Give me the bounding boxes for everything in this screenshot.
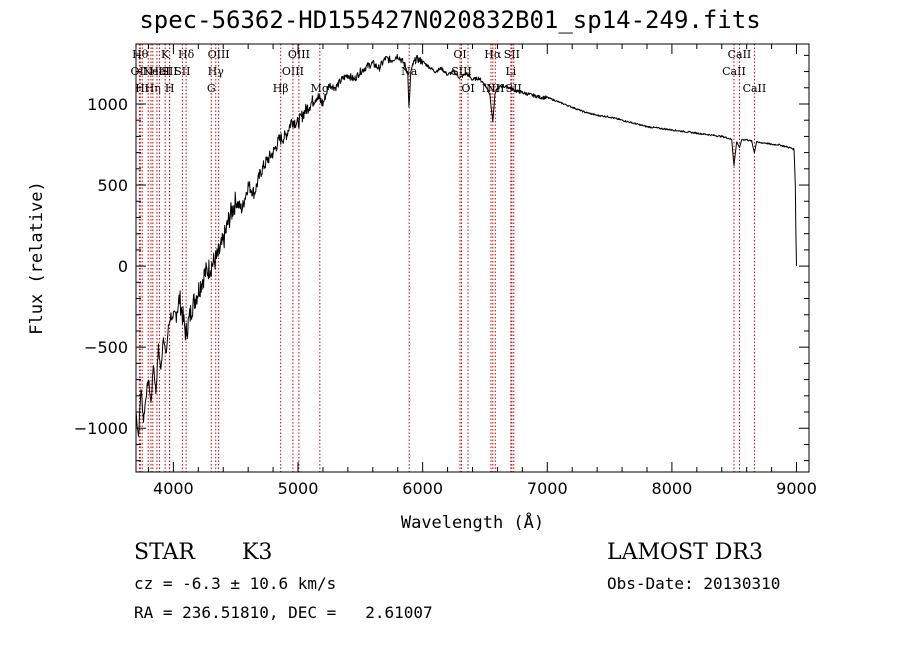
y-tick-label: 500 (97, 176, 128, 195)
y-tick-label: −1000 (74, 419, 128, 438)
y-tick-label: 1000 (87, 95, 128, 114)
line-marker-label: OI (453, 48, 466, 61)
line-marker-label: OI (461, 82, 474, 95)
line-marker-label: NeIII (142, 65, 171, 78)
x-tick-label: 6000 (402, 479, 443, 498)
x-axis-label: Wavelength (Å) (401, 511, 544, 533)
line-marker-label: HeI (149, 65, 169, 78)
line-marker-label: CaII (728, 48, 752, 61)
spectral-subclass: K3 (242, 540, 273, 565)
line-marker-label: OIII (208, 48, 230, 61)
x-tick-label: 7000 (527, 479, 568, 498)
line-marker-label: OIII (282, 65, 304, 78)
line-marker-label: Hθ (132, 48, 149, 61)
y-axis-label: Flux (relative) (27, 181, 47, 335)
line-marker-label: Hα (484, 48, 502, 61)
line-marker-label: Li (505, 65, 516, 78)
line-marker-label: OIII (288, 48, 310, 61)
line-marker-label: SII (161, 65, 177, 78)
line-marker-label: Hδ (178, 48, 195, 61)
line-marker-label: Na (401, 65, 418, 78)
line-marker-label: G (207, 82, 216, 95)
line-marker-label: NII (486, 82, 504, 95)
line-marker-label: SII (174, 65, 190, 78)
spectrum-line (135, 53, 797, 437)
y-tick-label: −500 (84, 338, 128, 357)
line-marker-label: Hβ (273, 82, 289, 95)
plot-frame (135, 43, 810, 473)
line-marker-label: CaII (743, 82, 767, 95)
x-tick-label: 9000 (776, 479, 817, 498)
line-marker-label: CaII (722, 65, 746, 78)
coordinates: RA = 236.51810, DEC = 2.61007 (134, 603, 433, 622)
x-tick-label: 4000 (153, 479, 194, 498)
y-tick-label: 0 (118, 257, 128, 276)
line-marker-label: K (161, 48, 170, 61)
line-marker-label: Hγ (208, 65, 225, 78)
line-marker-label: Hι (135, 82, 149, 95)
line-marker-label: Mg (311, 82, 329, 95)
chart-title: spec-56362-HD155427N020832B01_sp14-249.f… (139, 6, 761, 34)
redshift-text: cz = -6.3 ± 10.6 km/s (134, 574, 337, 593)
survey-label: LAMOST DR3 (607, 540, 763, 565)
line-marker-label: Hη (145, 82, 161, 95)
obs-date: Obs-Date: 20130310 (607, 574, 781, 593)
line-marker-label: H (165, 82, 175, 95)
object-class: STAR (134, 540, 195, 565)
line-marker-label: SII (504, 48, 520, 61)
x-tick-label: 8000 (652, 479, 693, 498)
x-tick-label: 5000 (278, 479, 319, 498)
